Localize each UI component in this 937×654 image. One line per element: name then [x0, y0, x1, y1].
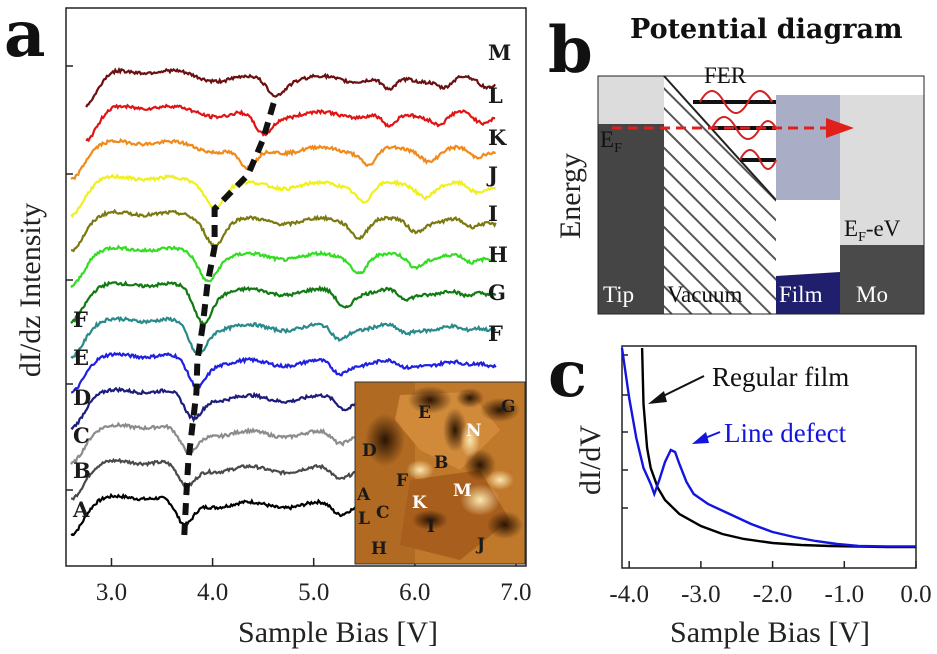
inset-label-A: A — [356, 485, 371, 505]
stm-inset-image: E GN D B F M A K CL I J H — [354, 381, 526, 565]
panel-c-xlabel: Sample Bias [V] — [670, 616, 870, 649]
panel-a-ylabel: dI/dz Intensity — [14, 203, 47, 377]
panel-a-ticks: 3.0 4.0 5.0 6.0 7.0 — [66, 65, 532, 606]
didv-series-regular-film — [640, 347, 916, 549]
left-label-D: D — [73, 385, 91, 410]
panel-c-ticks: -4.0 -3.0 -2.0 -1.0 0.0 — [609, 354, 932, 608]
left-label-B: B — [73, 458, 91, 483]
spectrum-J — [70, 173, 497, 219]
film-base-region — [776, 272, 840, 314]
mo-region — [840, 245, 924, 314]
line-defect-arrowhead — [692, 432, 709, 444]
resonance-wave-3 — [739, 149, 777, 170]
panel-b-label: b — [548, 13, 593, 88]
inset-label-N: N — [466, 421, 482, 441]
fer-label: FER — [704, 63, 747, 88]
spectrum-F — [70, 315, 497, 359]
tip-label: Tip — [603, 282, 634, 307]
right-label-L: L — [488, 83, 503, 108]
regular-film-arrowhead — [648, 391, 667, 404]
inset-label-C: C — [376, 503, 390, 523]
ef-minus-ev-label: EF-eV — [844, 216, 901, 245]
left-label-F: F — [73, 307, 88, 332]
panel-c-xtick-label: -4.0 — [609, 581, 649, 608]
panel-c-xtick-label: -3.0 — [681, 581, 721, 608]
panel-a-xtick-label: 7.0 — [500, 579, 531, 606]
panel-a-xlabel: Sample Bias [V] — [238, 616, 438, 649]
right-label-F: F — [488, 321, 503, 346]
inset-label-B: B — [434, 453, 448, 473]
right-label-J: J — [486, 162, 498, 187]
panel-c-series — [620, 347, 916, 549]
inset-label-K: K — [412, 493, 428, 513]
spectrum-I — [70, 208, 497, 253]
panel-c-xtick-label: 0.0 — [900, 581, 931, 608]
panel-a-xtick-label: 5.0 — [298, 579, 329, 606]
inset-label-L: L — [358, 509, 370, 529]
right-label-M: M — [488, 40, 511, 65]
left-label-C: C — [73, 423, 90, 448]
line-defect-annotation: Line defect — [724, 418, 847, 448]
panel-c-frame — [621, 345, 917, 569]
inset-labels: E GN D B F M A K CL I J H — [356, 397, 516, 559]
right-label-H: H — [488, 242, 508, 267]
regular-film-annotation: Regular film — [712, 362, 849, 392]
panel-c-xtick-label: -2.0 — [753, 581, 793, 608]
vacuum-barrier-region — [664, 76, 776, 314]
left-label-E: E — [73, 345, 89, 370]
spectrum-G — [70, 280, 497, 326]
panel-c-xtick-label: -1.0 — [825, 581, 865, 608]
inset-label-M: M — [453, 481, 472, 501]
ef-label: EF — [600, 127, 622, 156]
tip-upper-region — [598, 76, 664, 124]
panel-c-label: c — [548, 337, 587, 412]
potential-diagram: FER EF EF-eV Tip Vacuum Film Mo — [597, 63, 925, 315]
panel-a-frame — [65, 7, 527, 567]
right-label-G: G — [488, 280, 506, 305]
inset-label-G: G — [501, 397, 516, 417]
right-label-K: K — [488, 125, 507, 150]
inset-label-H: H — [371, 539, 387, 559]
dip-trend-dashed-line — [181, 96, 279, 536]
spectrum-M — [85, 66, 496, 108]
film-label: Film — [779, 282, 823, 307]
tip-region — [598, 124, 664, 314]
left-label-A: A — [72, 497, 90, 522]
right-label-I: I — [488, 201, 498, 226]
energy-axis-label: Energy — [554, 153, 587, 239]
spectrum-L — [85, 103, 496, 143]
inset-label-D: D — [362, 441, 377, 461]
inset-label-J: J — [475, 535, 485, 555]
film-state-region — [776, 95, 840, 200]
panel-c-plot: -4.0 -3.0 -2.0 -1.0 0.0 Regular film Line de… — [609, 345, 932, 608]
spectrum-E — [70, 351, 497, 394]
panel-a-xtick-label: 3.0 — [96, 579, 127, 606]
inset-label-F: F — [396, 471, 408, 491]
vacuum-label: Vacuum — [667, 282, 742, 307]
tunneling-arrowhead — [826, 118, 854, 138]
panel-a-label: a — [4, 0, 45, 72]
spectrum-K — [70, 137, 496, 181]
resonance-wave-1 — [699, 90, 773, 114]
potential-diagram-title: Potential diagram — [630, 14, 903, 45]
panel-a-xtick-label: 4.0 — [197, 579, 228, 606]
inset-label-I: I — [427, 517, 435, 537]
mo-label: Mo — [856, 282, 888, 307]
didv-series-line-defect — [620, 347, 916, 548]
panel-c-ylabel: dI/dV — [574, 425, 607, 495]
panel-a-xtick-label: 6.0 — [399, 579, 430, 606]
mo-upper-region — [840, 95, 924, 245]
inset-label-E: E — [418, 403, 431, 423]
spectrum-H — [70, 244, 496, 289]
resonance-wave-2 — [711, 116, 777, 140]
